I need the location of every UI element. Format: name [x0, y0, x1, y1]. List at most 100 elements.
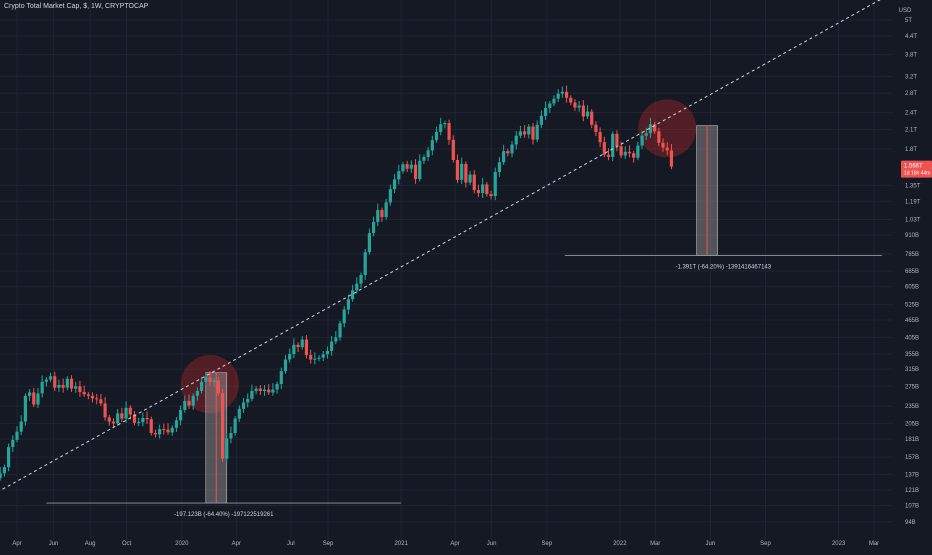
candle-body — [481, 184, 485, 194]
candle-body — [191, 395, 195, 406]
candle-body — [476, 190, 481, 194]
candle-body — [627, 151, 632, 154]
candle-body — [514, 135, 518, 145]
candle-body — [48, 376, 53, 380]
candle-body — [430, 140, 434, 151]
candle-body — [560, 91, 564, 94]
candle-body — [464, 163, 468, 183]
time-tick-label: Sep — [760, 541, 771, 547]
candle-body — [166, 429, 170, 433]
candle-body — [405, 164, 409, 169]
candle-body — [665, 147, 669, 151]
candle-body — [569, 97, 573, 103]
candle-body — [648, 124, 653, 134]
candle-body — [355, 283, 359, 291]
candle-body — [229, 433, 233, 439]
candle-body — [15, 431, 19, 440]
time-tick-label: Jun — [487, 541, 497, 547]
candle-body — [657, 131, 661, 143]
candle-body — [380, 210, 384, 218]
candle-body — [523, 131, 527, 135]
candle-body — [543, 108, 548, 116]
price-tick-label: 2.1T — [905, 128, 917, 134]
measure-baselines — [46, 255, 882, 504]
candle-body — [321, 354, 325, 358]
candle-body — [237, 408, 241, 419]
price-tick-label: 785B — [905, 252, 919, 258]
candle-body — [254, 388, 258, 391]
time-tick-label: 2023 — [832, 541, 846, 547]
candle-body — [367, 233, 371, 253]
price-tick-label: 605B — [905, 285, 919, 291]
candle-body — [183, 400, 187, 410]
price-tag-value: 1.566T — [904, 164, 923, 170]
price-tick-label: 137B — [905, 472, 919, 478]
candle-body — [510, 144, 514, 154]
candle-body — [434, 131, 439, 141]
candle-body — [485, 184, 489, 195]
measure-labels: -197.123B (-64.40%) -197122519261 -1.391T… — [174, 264, 772, 518]
candle-body — [174, 420, 179, 428]
highlight-circle — [638, 99, 697, 158]
candle-body — [384, 202, 388, 218]
candle-body — [250, 390, 254, 399]
price-tick-label: 107B — [905, 504, 919, 510]
candle-body — [199, 381, 204, 391]
candle-body — [376, 210, 380, 222]
candle-body — [27, 392, 32, 396]
time-tick-label: Mar — [650, 541, 660, 547]
candle-body — [661, 142, 665, 148]
symbol-title: Crypto Total Market Cap, $, 1W, CRYPTOCA… — [4, 3, 149, 10]
price-tick-label: 235B — [905, 404, 919, 410]
candle-body — [288, 354, 292, 360]
candle-body — [535, 124, 539, 140]
candle-body — [619, 146, 623, 156]
price-tick-label: 1.19T — [905, 199, 921, 205]
candle-body — [548, 103, 552, 109]
time-tick-label: Jun — [706, 541, 716, 547]
candle-body — [539, 115, 543, 125]
price-tick-label: 1.8T — [905, 147, 917, 153]
candle-body — [359, 274, 363, 284]
time-tick-label: 2020 — [175, 541, 189, 547]
candle-body — [19, 421, 23, 432]
candle-body — [300, 339, 304, 348]
candle-body — [506, 151, 510, 154]
candle-body — [573, 102, 577, 108]
candle-body — [334, 337, 338, 342]
candle-body — [275, 384, 279, 390]
candle-body — [632, 153, 636, 158]
candle-body — [179, 409, 183, 421]
candle-body — [283, 359, 288, 372]
candle-body — [258, 388, 262, 391]
candle-body — [137, 422, 141, 424]
candle-body — [65, 378, 69, 388]
candle-body — [669, 150, 674, 167]
candle-body — [564, 91, 569, 98]
price-tick-label: 3.8T — [905, 53, 917, 59]
candle-body — [502, 151, 506, 163]
candle-body — [640, 135, 644, 146]
candle-body — [120, 413, 124, 419]
time-tick-label: Sep — [323, 541, 334, 547]
candle-body — [279, 371, 283, 385]
candle-body — [527, 126, 531, 135]
price-tick-label: 275B — [905, 384, 919, 390]
time-tick-label: 2021 — [394, 541, 408, 547]
candle-body — [267, 389, 271, 393]
candle-body — [95, 398, 99, 400]
candle-body — [497, 162, 502, 173]
time-tick-label: Sep — [541, 541, 552, 547]
candle-body — [493, 172, 497, 197]
candle-body — [552, 98, 556, 104]
candle-body — [371, 221, 376, 234]
candle-body — [69, 378, 74, 389]
candle-body — [317, 357, 321, 359]
candle-body — [246, 398, 250, 403]
candle-body — [23, 395, 27, 422]
candle-body — [2, 467, 7, 474]
candle-body — [468, 174, 472, 183]
